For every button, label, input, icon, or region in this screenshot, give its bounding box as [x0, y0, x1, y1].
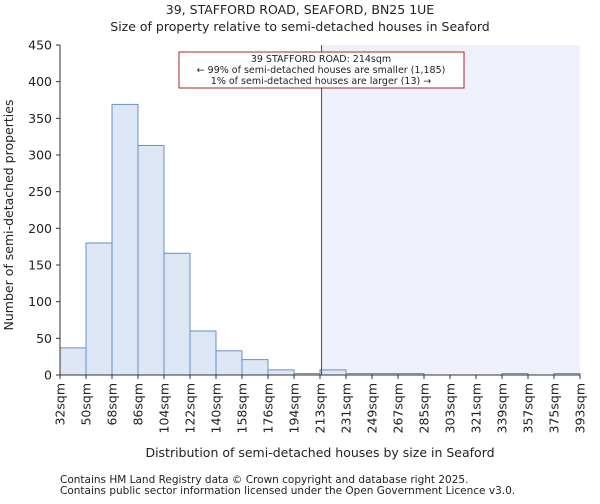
annotation-line-2: ← 99% of semi-detached houses are smalle…	[197, 65, 446, 76]
bar-50sqm	[85, 242, 113, 376]
x-tick-label-32sqm: 32sqm	[53, 383, 68, 426]
x-tick-label-285sqm: 285sqm	[417, 383, 432, 433]
y-tick-label-300: 300	[28, 148, 52, 163]
bar-140sqm	[215, 350, 243, 376]
highlight-region	[321, 45, 580, 375]
x-ticks-group: 32sqm 50sqm 68sqm 86sqm 104sqm 122sqm 140sqm 15…	[53, 375, 588, 433]
annotation-box: 39 STAFFORD ROAD: 214sqm ← 99% of semi-d…	[178, 51, 465, 89]
y-tick-label-100: 100	[28, 294, 52, 309]
x-tick-label-68sqm: 68sqm	[105, 383, 120, 426]
x-tick-label-176sqm: 176sqm	[261, 383, 276, 433]
bar-122sqm	[189, 330, 217, 376]
x-tick-label-194sqm: 194sqm	[287, 383, 302, 433]
x-tick-label-375sqm: 375sqm	[547, 383, 562, 433]
bar-104sqm	[163, 252, 191, 376]
x-tick-label-86sqm: 86sqm	[131, 383, 146, 426]
y-tick-label-200: 200	[28, 221, 52, 236]
bar-86sqm	[137, 144, 165, 376]
x-tick-label-158sqm: 158sqm	[235, 383, 250, 433]
y-tick-label-350: 350	[28, 111, 52, 126]
y-axis-label: Number of semi-detached properties	[1, 100, 16, 331]
y-ticks-group: 0 50 100 150 200 250 300 350 400 450	[28, 38, 60, 383]
x-tick-label-104sqm: 104sqm	[157, 383, 172, 433]
bar-32sqm	[59, 347, 87, 376]
x-tick-label-50sqm: 50sqm	[79, 383, 94, 426]
x-tick-label-303sqm: 303sqm	[443, 383, 458, 433]
x-tick-label-339sqm: 339sqm	[495, 383, 510, 433]
bar-213sqm	[319, 369, 347, 376]
y-tick-label-50: 50	[36, 331, 52, 346]
x-tick-label-231sqm: 231sqm	[339, 383, 354, 433]
annotation-line-1: 39 STAFFORD ROAD: 214sqm	[251, 54, 391, 65]
chart-subtitle: Size of property relative to semi-detach…	[110, 19, 489, 34]
annotation-frame	[178, 51, 465, 89]
x-axis-label: Distribution of semi-detached houses by …	[145, 445, 494, 460]
footer-line-2: Contains public sector information licen…	[60, 485, 515, 497]
x-tick-label-122sqm: 122sqm	[183, 383, 198, 433]
x-tick-label-393sqm: 393sqm	[573, 383, 588, 433]
chart-title: 39, STAFFORD ROAD, SEAFORD, BN25 1UE	[166, 2, 435, 17]
y-tick-label-250: 250	[28, 184, 52, 199]
bar-68sqm	[111, 103, 139, 376]
y-tick-label-0: 0	[44, 368, 52, 383]
x-tick-label-140sqm: 140sqm	[209, 383, 224, 433]
annotation-line-3: 1% of semi-detached houses are larger (1…	[211, 76, 431, 87]
y-tick-label-400: 400	[28, 74, 52, 89]
bar-158sqm	[241, 359, 269, 376]
bars-group	[59, 103, 581, 376]
y-tick-label-450: 450	[28, 38, 52, 53]
x-tick-label-321sqm: 321sqm	[469, 383, 484, 433]
x-tick-label-357sqm: 357sqm	[521, 383, 536, 433]
y-tick-label-150: 150	[28, 258, 52, 273]
x-tick-label-213sqm: 213sqm	[313, 383, 328, 433]
bar-176sqm	[267, 369, 295, 376]
footer-line-1: Contains HM Land Registry data © Crown c…	[60, 474, 468, 486]
x-tick-label-249sqm: 249sqm	[365, 383, 380, 433]
x-tick-label-267sqm: 267sqm	[391, 383, 406, 433]
